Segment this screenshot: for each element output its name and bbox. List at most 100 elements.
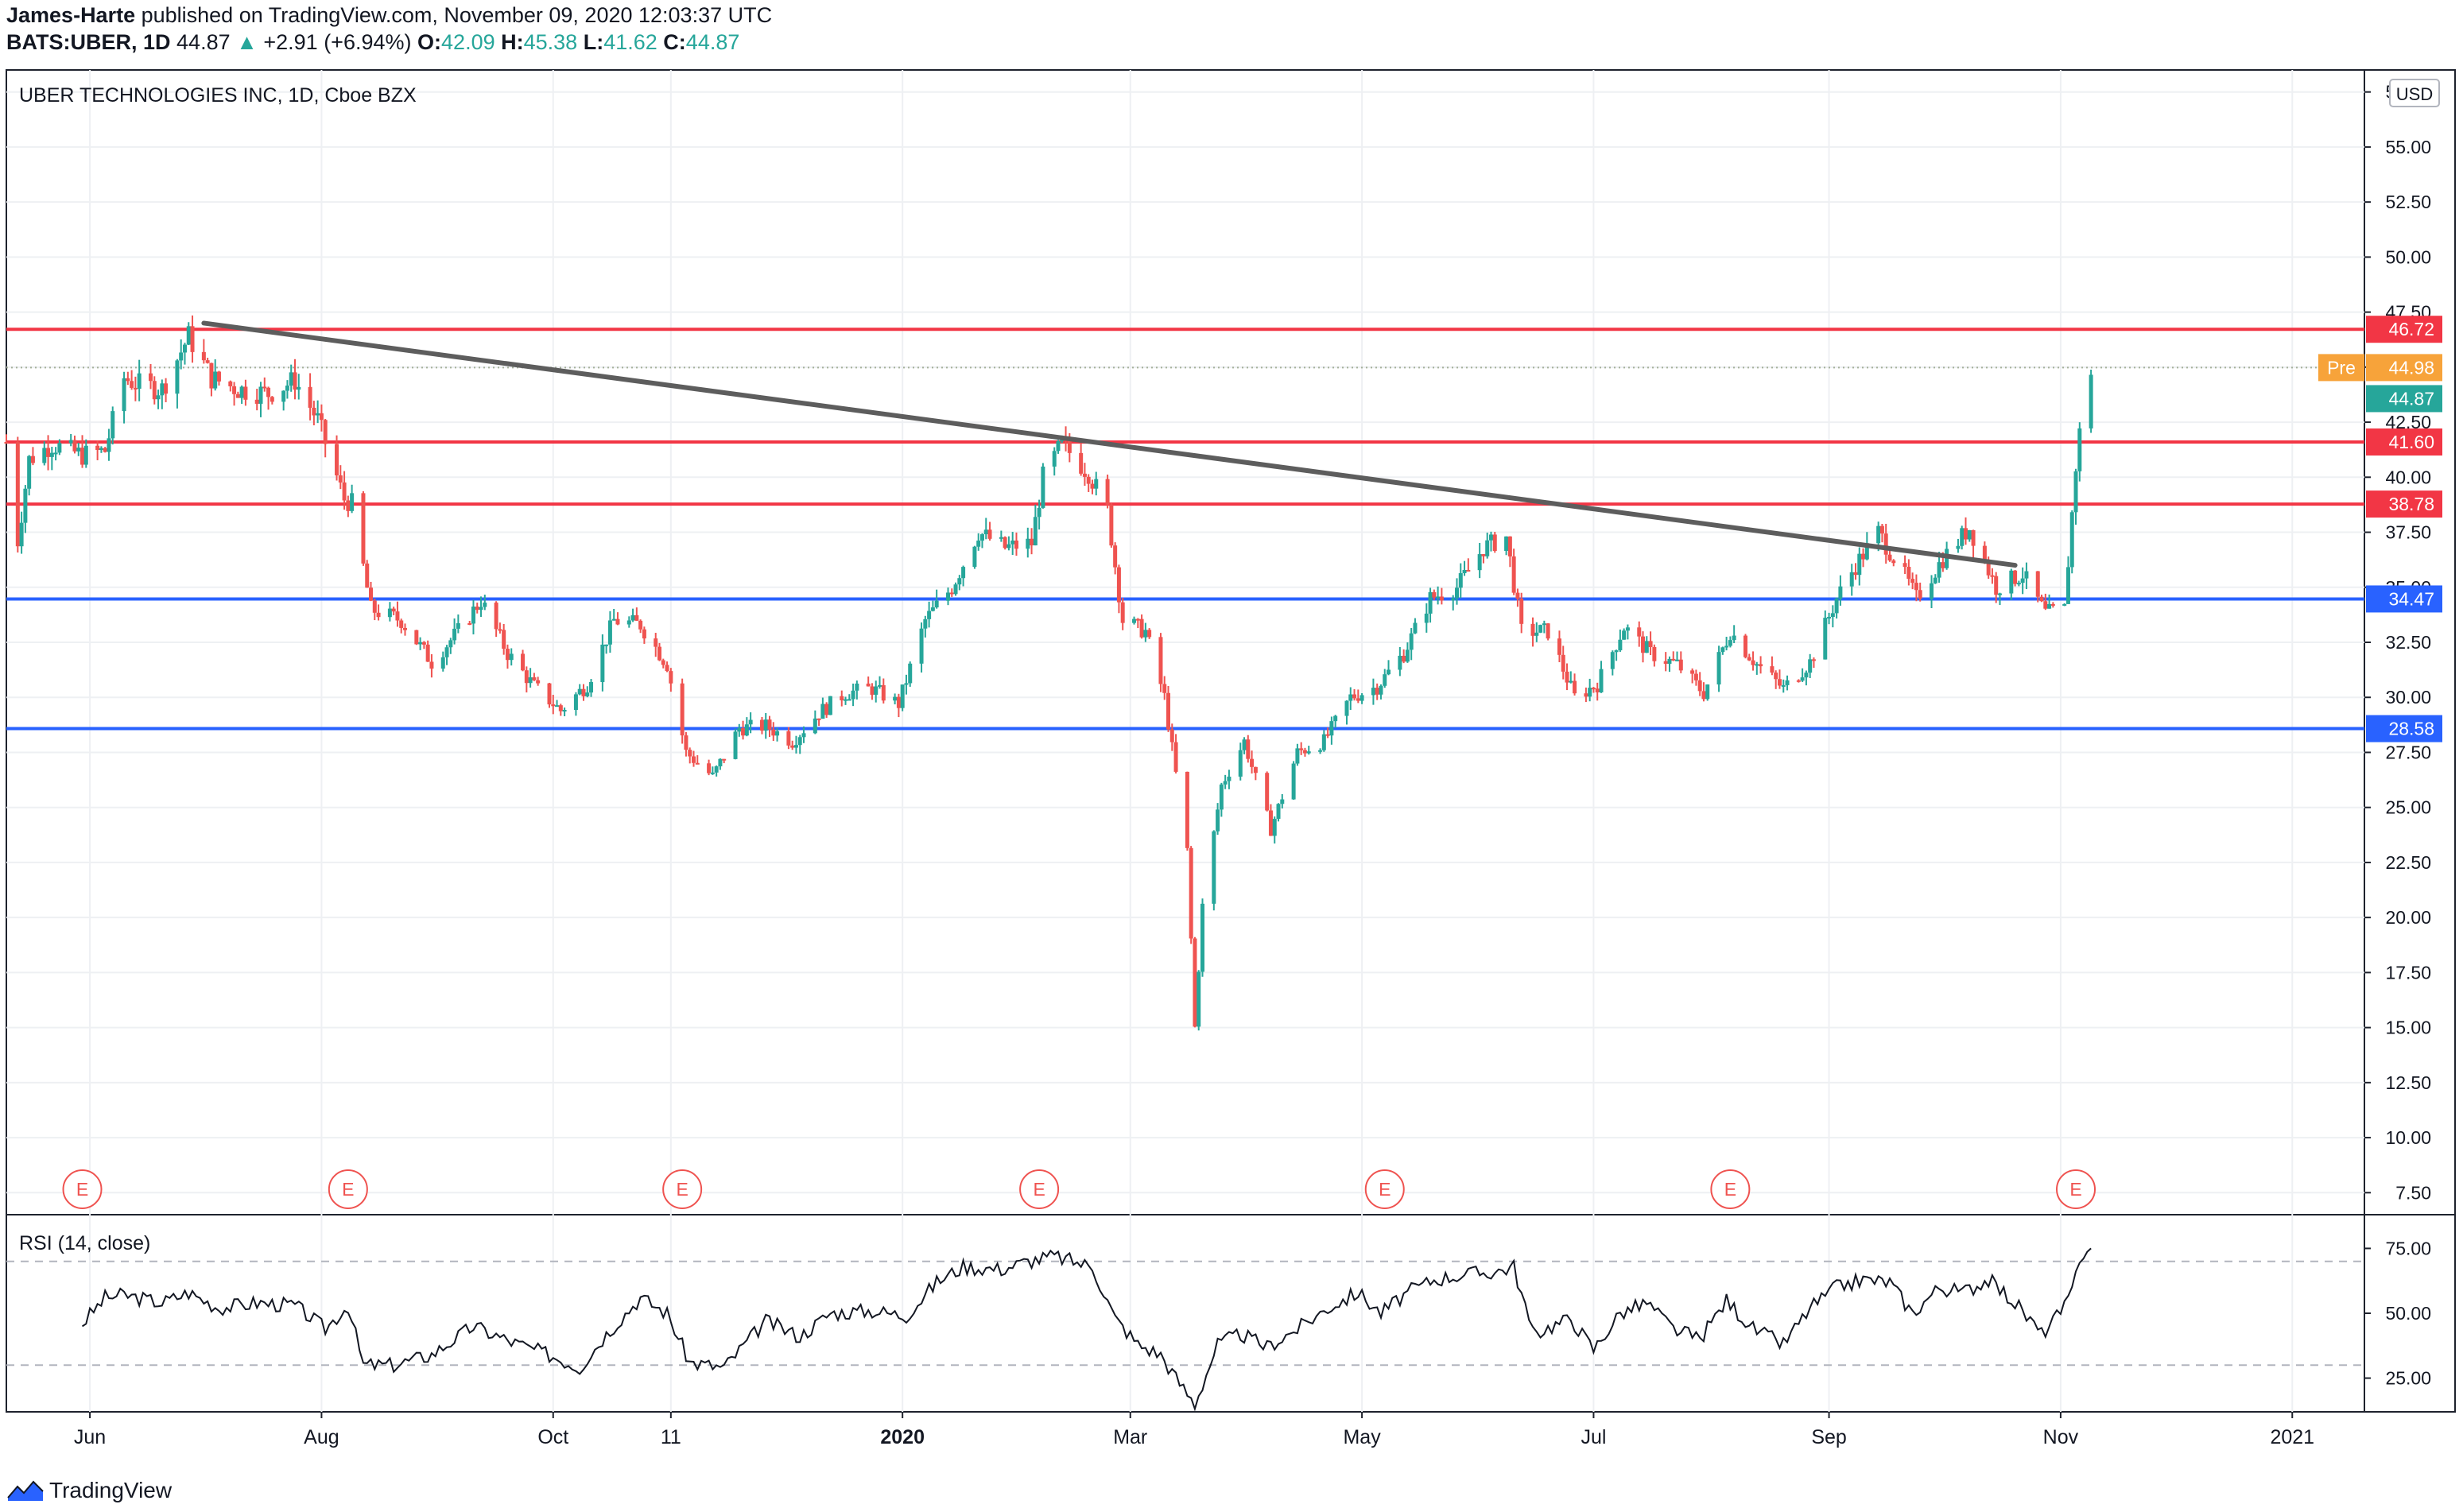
y-tick-label: 27.50: [2385, 742, 2431, 762]
candle-body: [1007, 544, 1011, 549]
candle-body: [19, 522, 24, 547]
candle-body: [1914, 583, 1918, 591]
level-price-tag: [2366, 428, 2442, 456]
candle-body: [528, 677, 533, 684]
candle-body: [479, 607, 483, 611]
candle-body: [1515, 592, 1520, 599]
candle-body: [1488, 534, 1493, 541]
candle-body: [1960, 528, 1965, 546]
x-tick-label: Sep: [1811, 1426, 1846, 1448]
candle-body: [2065, 567, 2070, 604]
candle-body: [1759, 664, 1763, 667]
candle-body: [346, 500, 351, 511]
candle-body: [1534, 632, 1539, 636]
candle-body: [1530, 623, 1535, 636]
candle-body: [1864, 543, 1869, 560]
candle-body: [657, 646, 662, 661]
candle-body: [547, 683, 552, 705]
candle-body: [1321, 734, 1326, 750]
low-value: 41.62: [603, 30, 657, 54]
rsi-pane: [6, 1247, 2364, 1412]
candle-body: [1424, 613, 1429, 623]
candle-body: [338, 475, 343, 483]
candle-body: [904, 683, 909, 685]
candle-body: [342, 482, 347, 501]
candle-body: [1964, 528, 1968, 540]
rsi-tick-label: 75.00: [2385, 1238, 2431, 1258]
candle-body: [2020, 578, 2025, 583]
candle-body: [1295, 748, 1300, 764]
candle-body: [1067, 440, 1072, 453]
candle-body: [228, 381, 233, 386]
candle-body: [1811, 659, 1816, 661]
candle-body: [1162, 684, 1167, 693]
candle-body: [1302, 750, 1307, 754]
candle-body: [847, 699, 851, 701]
candle-body: [156, 395, 161, 400]
candle-body: [448, 640, 453, 648]
candle-body: [828, 696, 832, 715]
candle-body: [1052, 451, 1057, 467]
candle-body: [1705, 684, 1710, 700]
x-tick-label: 2021: [2270, 1426, 2314, 1448]
time-axis[interactable]: Jun Aug Oct 11 2020 Mar May Jul Sep Nov 2021: [74, 1412, 2314, 1448]
candle-body: [1409, 633, 1414, 650]
candle-body: [1477, 554, 1482, 571]
candle-body: [680, 683, 685, 736]
candle-body: [908, 663, 913, 684]
currency-badge[interactable]: [2389, 79, 2440, 107]
footer-brand[interactable]: TradingView: [49, 1478, 173, 1502]
tradingview-logo-icon[interactable]: [6, 1479, 45, 1502]
candle-body: [148, 373, 153, 382]
candle-body: [429, 661, 434, 669]
grid: [6, 70, 2364, 1412]
author-name[interactable]: James-Harte: [6, 3, 136, 27]
high-label: H:: [501, 30, 524, 54]
candle-body: [581, 688, 586, 696]
candle-body: [1751, 660, 1755, 665]
y-tick-label: 22.50: [2385, 852, 2431, 873]
candle-body: [1614, 650, 1619, 653]
candle-body: [1280, 799, 1285, 804]
close-label: C:: [663, 30, 686, 54]
currency-label: USD: [2396, 84, 2433, 104]
candle-body: [440, 657, 445, 669]
candle-body: [235, 394, 240, 398]
x-tick-label: Oct: [537, 1426, 568, 1448]
candle-body: [312, 407, 316, 416]
candle-body: [1200, 903, 1204, 972]
candle-body: [604, 644, 609, 646]
candle-body: [1079, 452, 1084, 474]
footer: TradingView: [6, 1469, 2455, 1512]
candle-body: [1299, 748, 1304, 750]
price-axis[interactable]: 57.5055.0052.5050.0047.5045.0042.5040.00…: [2318, 82, 2442, 1389]
candle-body: [1857, 553, 1862, 576]
candle-body: [536, 680, 541, 684]
candle-body: [1618, 639, 1623, 651]
chart-title: UBER TECHNOLOGIES INC, 1D, Cboe BZX: [19, 84, 417, 107]
candle-body: [323, 420, 328, 444]
candle-body: [1652, 646, 1657, 661]
candle-body: [1413, 622, 1418, 634]
candle-body: [741, 728, 746, 736]
candle-body: [840, 696, 844, 700]
candle-body: [160, 383, 165, 396]
candle-body: [1329, 721, 1334, 736]
candle-body: [243, 386, 248, 400]
candle-body: [205, 360, 210, 363]
candle-body: [1690, 670, 1695, 674]
open-label: O:: [417, 30, 442, 54]
candle-body: [1906, 566, 1911, 580]
candle-body: [1147, 630, 1152, 638]
candle-body: [1481, 554, 1486, 556]
candle-body: [844, 699, 848, 701]
candle-body: [661, 660, 665, 665]
candle-body: [254, 399, 259, 404]
candle-body: [1671, 658, 1676, 661]
candle-body: [376, 612, 381, 618]
candle-body: [976, 541, 981, 547]
earnings-marker-label: E: [76, 1179, 88, 1200]
candle-body: [1945, 549, 1949, 568]
candle-body: [1625, 627, 1630, 631]
